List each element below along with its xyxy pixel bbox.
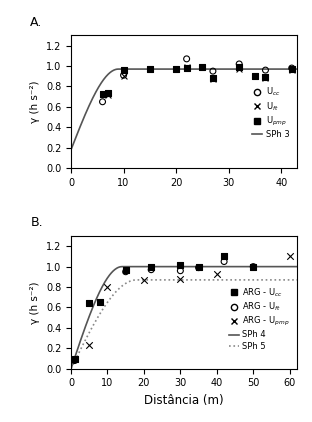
Point	[141, 276, 146, 283]
Point	[72, 357, 77, 364]
Point	[87, 342, 92, 349]
Point	[287, 253, 292, 260]
Point	[100, 98, 105, 105]
Point	[173, 66, 178, 73]
Point	[184, 64, 189, 70]
Point	[105, 91, 110, 98]
Point	[121, 67, 126, 73]
Point	[210, 75, 215, 81]
Point	[121, 72, 126, 78]
Point	[263, 74, 268, 81]
Text: B.: B.	[30, 216, 43, 230]
Point	[98, 299, 103, 306]
Point	[123, 268, 128, 275]
Point	[72, 355, 77, 362]
Y-axis label: γ (h s⁻²): γ (h s⁻²)	[30, 281, 40, 324]
Point	[263, 67, 268, 73]
Text: A.: A.	[30, 16, 42, 29]
Point	[178, 267, 183, 274]
Point	[105, 90, 110, 97]
Point	[123, 266, 128, 273]
Point	[210, 76, 215, 83]
Point	[184, 55, 189, 62]
Point	[184, 65, 189, 71]
Point	[178, 276, 183, 282]
Point	[149, 263, 154, 270]
Point	[214, 271, 219, 277]
Point	[251, 263, 256, 270]
Point	[222, 253, 227, 260]
Point	[289, 67, 294, 73]
Point	[105, 284, 110, 290]
Point	[237, 61, 242, 68]
Point	[289, 66, 294, 73]
Point	[87, 300, 92, 307]
Point	[237, 64, 242, 70]
Point	[178, 261, 183, 268]
Point	[263, 75, 268, 81]
Point	[237, 66, 242, 73]
Point	[196, 263, 201, 270]
Point	[289, 65, 294, 71]
Legend: U$_{cc}$, U$_{ft}$, U$_{pmp}$, SPh 3: U$_{cc}$, U$_{ft}$, U$_{pmp}$, SPh 3	[249, 82, 293, 142]
X-axis label: Distância (m): Distância (m)	[144, 394, 224, 407]
Point	[196, 264, 201, 271]
Point	[100, 90, 105, 97]
Y-axis label: γ (h s⁻²): γ (h s⁻²)	[30, 81, 40, 123]
Point	[251, 263, 256, 270]
Point	[147, 66, 152, 73]
Point	[210, 68, 215, 75]
Point	[200, 64, 205, 70]
Point	[149, 266, 154, 273]
Point	[121, 73, 126, 80]
Point	[222, 258, 227, 265]
Point	[105, 89, 110, 96]
Point	[252, 73, 257, 80]
Legend: ARG - U$_{cc}$, ARG - U$_{ft}$, ARG - U$_{pmp}$, SPh 4, SPh 5: ARG - U$_{cc}$, ARG - U$_{ft}$, ARG - U$…	[225, 283, 293, 354]
